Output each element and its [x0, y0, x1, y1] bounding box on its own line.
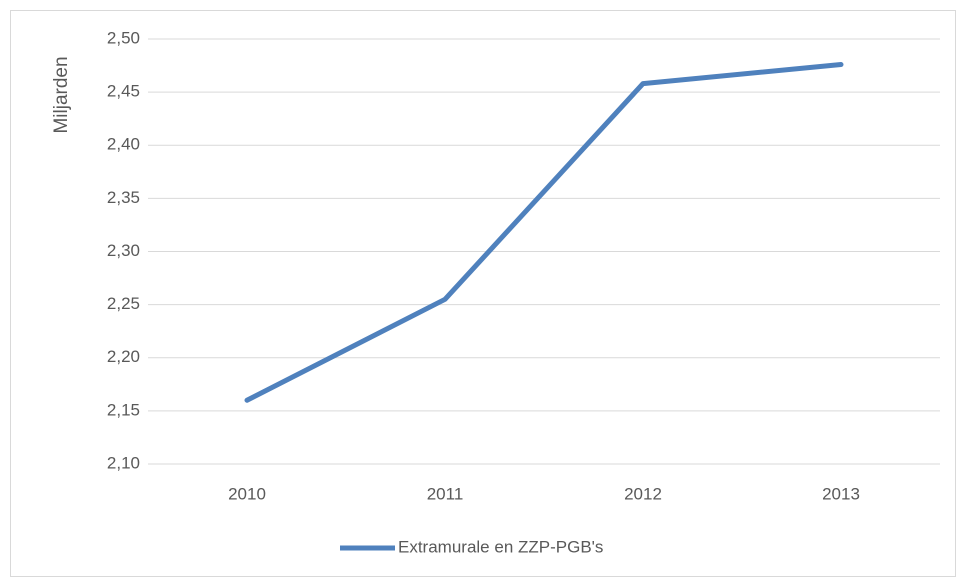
y-axis-label: Miljarden: [51, 56, 72, 133]
y-tick-label: 2,25: [107, 294, 140, 313]
y-tick-label: 2,10: [107, 453, 140, 472]
y-tick-label: 2,50: [107, 28, 140, 47]
y-tick-label: 2,30: [107, 241, 140, 260]
y-tick-label: 2,35: [107, 188, 140, 207]
chart-frame: [10, 10, 956, 577]
y-tick-label: 2,15: [107, 400, 140, 419]
y-tick-label: 2,40: [107, 135, 140, 154]
x-tick-label: 2012: [624, 484, 662, 503]
y-tick-label: 2,45: [107, 82, 140, 101]
line-series: [244, 62, 844, 403]
y-tick-label: 2,20: [107, 347, 140, 366]
legend-label: Extramurale en ZZP-PGB's: [398, 537, 603, 556]
x-tick-label: 2013: [822, 484, 860, 503]
x-tick-label: 2010: [228, 484, 266, 503]
x-tick-label: 2011: [427, 484, 464, 503]
